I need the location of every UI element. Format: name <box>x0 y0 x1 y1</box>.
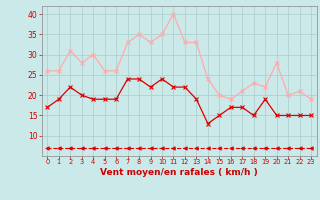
X-axis label: Vent moyen/en rafales ( km/h ): Vent moyen/en rafales ( km/h ) <box>100 168 258 177</box>
